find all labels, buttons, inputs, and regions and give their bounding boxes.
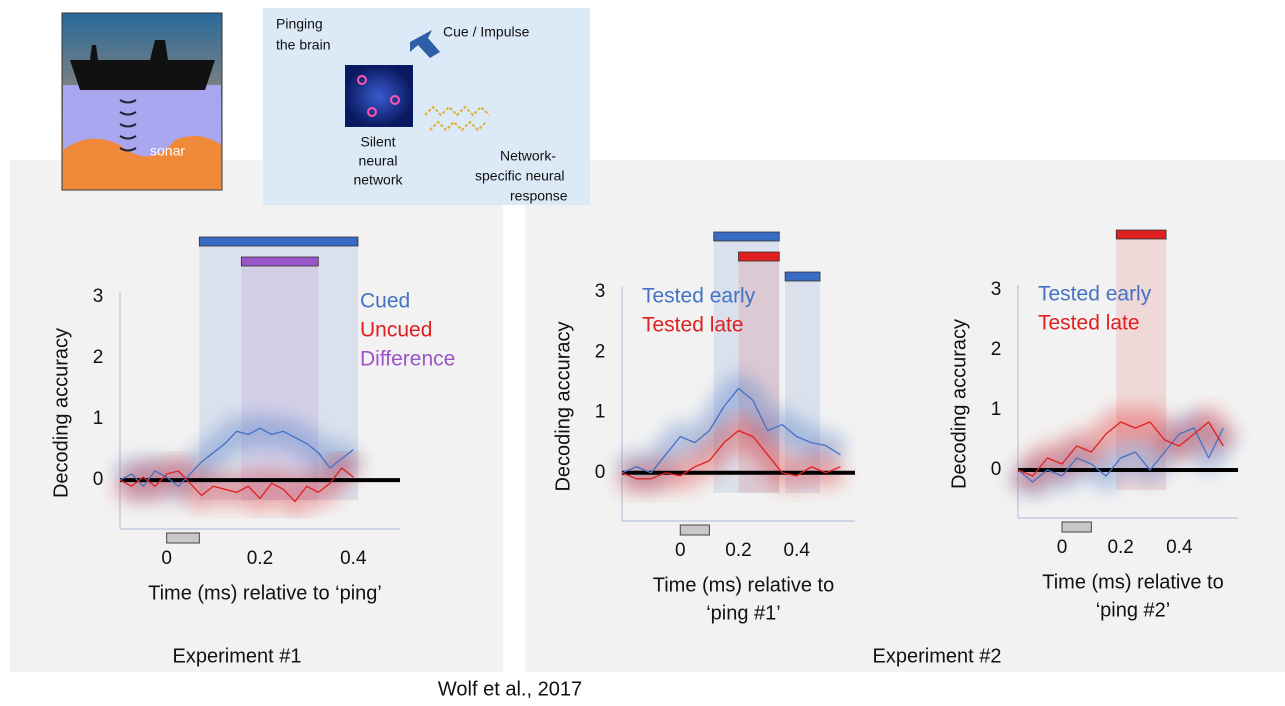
ill-title: Pinging (276, 16, 323, 32)
x-axis-label: Time (ms) relative to ‘ping’ (148, 582, 382, 604)
y-axis-label: Decoding accuracy (50, 328, 72, 498)
legend-entry: Tested early (1038, 283, 1152, 306)
response-label: specific neural (475, 168, 565, 184)
y-tick-label: 0 (595, 462, 606, 483)
x-tick-label: 0.2 (1107, 537, 1133, 558)
y-tick-label: 3 (991, 279, 1002, 300)
panel-label: Experiment #2 (873, 645, 1002, 667)
y-tick-label: 2 (595, 341, 606, 362)
x-axis-label: ‘ping #2’ (1096, 599, 1171, 621)
data-line (1017, 427, 1224, 483)
sonar-illustration: sonar (61, 12, 223, 191)
legend-entry: Tested late (1038, 312, 1140, 335)
x-axis-label: Time (ms) relative to (1042, 571, 1224, 593)
y-tick-label: 2 (991, 339, 1002, 360)
legend-entry: Tested early (642, 285, 756, 308)
x-tick-label: 0.2 (725, 540, 751, 561)
data-line (621, 429, 841, 480)
ping-marker (166, 532, 200, 544)
y-tick-label: 0 (93, 469, 104, 490)
x-tick-label: 0 (1057, 537, 1068, 558)
network-label: neural (359, 153, 398, 169)
ping-marker (1061, 521, 1092, 533)
legend-entry: Tested late (642, 314, 744, 337)
panel-label: Experiment #1 (173, 645, 302, 667)
significance-bar (198, 236, 359, 247)
x-tick-label: 0.4 (784, 540, 811, 561)
x-axis-label: Time (ms) relative to (653, 574, 835, 596)
response-label: response (510, 188, 568, 204)
significance-bar (738, 251, 780, 262)
x-tick-label: 0.4 (1166, 537, 1193, 558)
citation: Wolf et al., 2017 (438, 678, 582, 700)
legend-entry: Difference (360, 348, 455, 371)
ping-illustration: Pinging the brain Cue / Impulse Silent n… (263, 8, 590, 205)
data-line (621, 387, 841, 474)
legend-entry: Uncued (360, 319, 432, 342)
legend-entry: Cued (360, 290, 410, 313)
cue-label: Cue / Impulse (443, 24, 530, 40)
network-label: network (353, 172, 403, 188)
x-tick-label: 0.2 (247, 548, 273, 569)
y-axis-label: Decoding accuracy (552, 321, 574, 491)
significance-bar (1115, 229, 1167, 240)
significance-bar (240, 256, 319, 267)
response-label: Network- (500, 148, 556, 164)
y-tick-label: 0 (991, 459, 1002, 480)
panel-background (525, 160, 1285, 672)
y-tick-label: 2 (93, 347, 104, 368)
x-tick-label: 0.4 (340, 548, 367, 569)
y-tick-label: 1 (991, 399, 1002, 420)
significance-bar (713, 231, 780, 242)
network-label: Silent (360, 134, 395, 150)
ill-title: the brain (276, 37, 330, 53)
data-line (1017, 421, 1224, 477)
y-tick-label: 1 (93, 408, 104, 429)
data-line (119, 467, 354, 503)
y-tick-label: 1 (595, 402, 606, 423)
ping-marker (679, 524, 710, 536)
sonar-label: sonar (150, 143, 185, 159)
data-line (119, 427, 354, 487)
significance-bar (784, 271, 821, 282)
significance-shade (241, 257, 319, 501)
x-axis-label: ‘ping #1’ (706, 602, 781, 624)
x-tick-label: 0 (675, 540, 686, 561)
x-tick-label: 0 (161, 548, 172, 569)
y-tick-label: 3 (93, 286, 104, 307)
y-axis-label: Decoding accuracy (948, 319, 970, 489)
y-tick-label: 3 (595, 281, 606, 302)
